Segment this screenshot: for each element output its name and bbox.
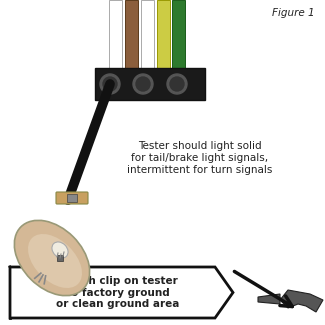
Text: Tester should light solid
for tail/brake light signals,
intermittent for turn si: Tester should light solid for tail/brake…	[127, 141, 273, 175]
Ellipse shape	[14, 220, 90, 296]
Circle shape	[103, 77, 117, 91]
Polygon shape	[258, 294, 280, 304]
Bar	[140, 0, 153, 68]
Bar	[57, 255, 63, 261]
Ellipse shape	[52, 242, 68, 258]
Bar	[67, 194, 77, 202]
Bar	[95, 68, 205, 100]
Polygon shape	[10, 267, 233, 318]
Bar	[124, 0, 137, 68]
Circle shape	[133, 74, 153, 94]
Bar	[172, 0, 185, 68]
Polygon shape	[280, 290, 323, 312]
Circle shape	[100, 74, 120, 94]
Bar	[157, 0, 170, 68]
Ellipse shape	[28, 234, 82, 288]
Bar	[109, 0, 122, 68]
Text: Attach clip on tester
to factory ground
or clean ground area: Attach clip on tester to factory ground …	[56, 276, 179, 309]
Circle shape	[167, 74, 187, 94]
FancyBboxPatch shape	[56, 192, 88, 204]
Circle shape	[170, 77, 184, 91]
Circle shape	[136, 77, 150, 91]
Text: Figure 1: Figure 1	[272, 8, 315, 18]
